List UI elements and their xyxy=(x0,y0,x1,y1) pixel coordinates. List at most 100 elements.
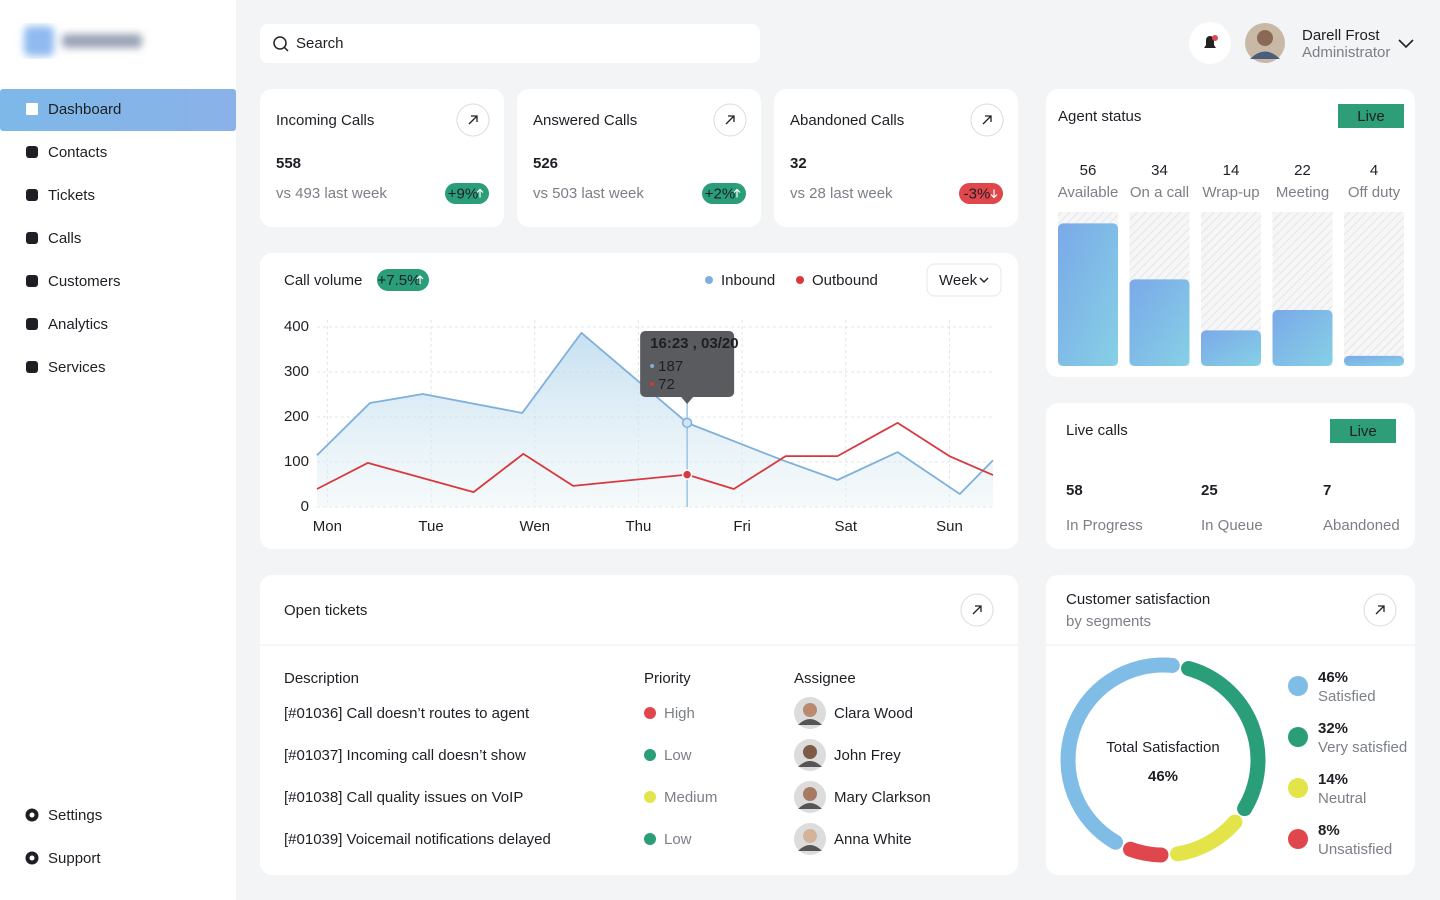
ticket-description[interactable]: [#01038] Call quality issues on VoIP xyxy=(284,789,523,806)
tooltip-dot xyxy=(650,382,655,386)
donut-segment xyxy=(1123,841,1169,863)
donut-center-label: Total Satisfaction xyxy=(1106,739,1219,756)
growth-badge xyxy=(377,269,429,291)
nav-icon xyxy=(26,103,38,115)
stat-title: Abandoned Calls xyxy=(790,112,904,129)
legend-dot xyxy=(705,276,713,284)
card-title: Open tickets xyxy=(284,602,367,619)
legend-label: Outbound xyxy=(812,272,878,289)
bar xyxy=(1272,309,1333,366)
change-badge-text: +9% xyxy=(448,185,478,202)
stat-value: 526 xyxy=(533,155,558,172)
live-count: 25 xyxy=(1201,482,1218,499)
nav-icon xyxy=(26,189,38,201)
nav-item[interactable]: Dashboard xyxy=(48,101,121,118)
chart-title: Call volume xyxy=(284,272,362,289)
legend-label: Satisfied xyxy=(1318,688,1376,705)
assignee-avatar xyxy=(803,745,817,759)
priority-dot xyxy=(644,749,656,761)
nav-item[interactable]: Analytics xyxy=(48,316,108,333)
notification-dot xyxy=(1212,35,1218,41)
nav-item[interactable]: Contacts xyxy=(48,144,107,161)
y-tick-label: 300 xyxy=(284,363,309,380)
card-title: Agent status xyxy=(1058,108,1141,125)
donut-center-value: 46% xyxy=(1148,768,1178,785)
nav-item-active[interactable] xyxy=(0,89,236,131)
agent-status-label: Meeting xyxy=(1276,184,1329,201)
assignee-avatar xyxy=(803,829,817,843)
stat-value: 558 xyxy=(276,155,301,172)
nav-item[interactable]: Support xyxy=(48,850,101,867)
y-tick-label: 200 xyxy=(284,408,309,425)
card-title: Live calls xyxy=(1066,422,1128,439)
ticket-description[interactable]: [#01037] Incoming call doesn’t show xyxy=(284,747,526,764)
growth-badge-text: +7.5% xyxy=(378,272,421,289)
live-badge-text: Live xyxy=(1357,108,1385,125)
x-tick-label: Tue xyxy=(418,518,443,535)
search-box[interactable] xyxy=(260,24,760,63)
stat-title: Answered Calls xyxy=(533,112,637,129)
nav-item[interactable]: Tickets xyxy=(48,187,95,204)
stat-title: Incoming Calls xyxy=(276,112,374,129)
bar xyxy=(1201,330,1261,366)
sidebar xyxy=(0,0,236,900)
search-placeholder: Search xyxy=(296,35,344,52)
nav-item[interactable]: Settings xyxy=(48,807,102,824)
column-header: Description xyxy=(284,670,359,687)
agent-status-label: Wrap-up xyxy=(1202,184,1259,201)
arrow-icon xyxy=(982,115,992,125)
x-tick-label: Sat xyxy=(835,518,858,535)
legend-dot xyxy=(796,276,804,284)
tooltip-value: 72 xyxy=(658,376,675,393)
x-tick-label: Thu xyxy=(625,518,651,535)
period-label: Week xyxy=(939,272,978,289)
bar xyxy=(1344,355,1404,366)
change-badge xyxy=(959,183,1003,204)
assignee-name: John Frey xyxy=(834,747,901,764)
legend-label: Very satisfied xyxy=(1318,739,1407,756)
live-badge xyxy=(1338,104,1404,128)
legend-value: 46% xyxy=(1318,669,1348,686)
period-dropdown[interactable] xyxy=(926,263,1002,297)
legend-label: Neutral xyxy=(1318,790,1366,807)
card xyxy=(517,89,761,227)
donut-segment xyxy=(1181,661,1266,817)
ticket-description[interactable]: [#01039] Voicemail notifications delayed xyxy=(284,831,551,848)
legend-dot xyxy=(1288,727,1308,747)
card-subtitle: by segments xyxy=(1066,613,1151,630)
assignee-avatar xyxy=(803,787,817,801)
legend-label: Inbound xyxy=(721,272,775,289)
nav-item[interactable]: Services xyxy=(48,359,106,376)
priority-label: Medium xyxy=(664,789,717,806)
tooltip-value: 187 xyxy=(658,358,683,375)
assignee-avatar xyxy=(798,803,822,809)
trend-arrow xyxy=(476,188,484,198)
legend-dot xyxy=(1288,676,1308,696)
stat-value: 32 xyxy=(790,155,807,172)
nav-item[interactable]: Customers xyxy=(48,273,121,290)
user-avatar xyxy=(1257,30,1273,46)
y-tick-label: 100 xyxy=(284,453,309,470)
trend-arrow xyxy=(990,189,998,199)
card xyxy=(260,575,1018,875)
ticket-description[interactable]: [#01036] Call doesn’t routes to agent xyxy=(284,705,530,722)
nav-icon xyxy=(29,855,35,861)
card xyxy=(260,89,504,227)
arrow-icon xyxy=(725,115,735,125)
nav-item[interactable]: Calls xyxy=(48,230,81,247)
legend-value: 32% xyxy=(1318,720,1348,737)
card xyxy=(774,89,1018,227)
priority-label: High xyxy=(664,705,695,722)
x-tick-label: Wen xyxy=(519,518,550,535)
agent-status-label: Available xyxy=(1058,184,1119,201)
stat-comparison: vs 28 last week xyxy=(790,185,893,202)
y-tick-label: 400 xyxy=(284,318,309,335)
priority-dot xyxy=(644,791,656,803)
live-label: In Queue xyxy=(1201,517,1263,534)
user-menu-chevron[interactable] xyxy=(1398,39,1414,49)
user-avatar xyxy=(1250,51,1280,59)
assignee-avatar xyxy=(798,761,822,767)
arrow-icon xyxy=(1375,605,1385,615)
priority-dot xyxy=(644,707,656,719)
